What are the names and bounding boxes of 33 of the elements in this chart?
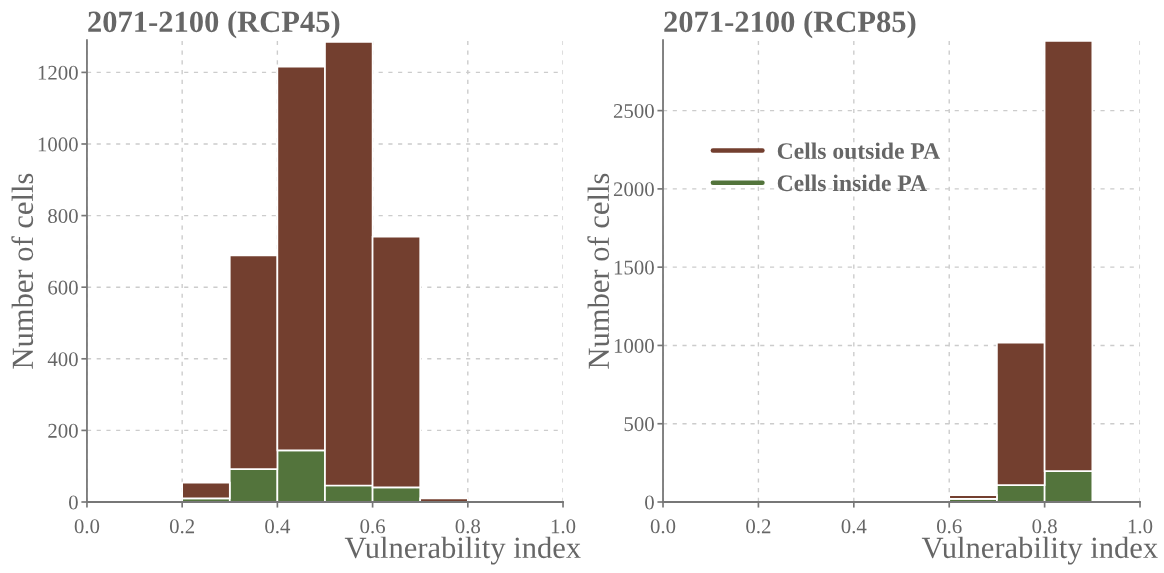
legend-label: Cells outside PA: [777, 142, 940, 160]
legend-label: Cells inside PA: [777, 174, 927, 192]
x-axis-title: Vulnerability index: [921, 536, 1158, 565]
y-tick-label: 1000: [38, 137, 78, 152]
x-axis-title: Vulnerability index: [344, 536, 581, 565]
y-tick-label: 2500: [613, 103, 654, 119]
x-tick-label: 0.2: [746, 519, 771, 534]
y-tick-label: 200: [48, 423, 78, 438]
y-tick-label: 1500: [614, 260, 654, 275]
y-tick-label: 600: [48, 280, 78, 295]
y-tick-label: 1000: [614, 338, 654, 353]
y-tick-label: 400: [47, 352, 78, 367]
x-tick-label: 0.6: [360, 519, 385, 534]
x-tick-label: 0.4: [265, 519, 291, 534]
x-tick-label: 0.0: [650, 519, 676, 534]
x-tick-label: 0.8: [1032, 519, 1057, 534]
chart-title: 2071-2100 (RCP45): [88, 10, 340, 39]
y-axis-title: Number of cells: [587, 173, 610, 369]
y-tick-label: 0: [69, 495, 78, 510]
y-tick-label: 1200: [38, 65, 78, 80]
x-tick-label: 1.0: [551, 519, 576, 534]
x-tick-label: 0.2: [169, 519, 195, 534]
x-tick-label: 0.0: [74, 519, 100, 534]
y-tick-label: 0: [645, 495, 654, 510]
y-axis-title: Number of cells: [11, 173, 34, 369]
x-tick-label: 0.8: [455, 519, 481, 534]
x-tick-label: 1.0: [1128, 519, 1153, 534]
y-tick-label: 500: [624, 417, 654, 432]
x-tick-label: 0.4: [841, 519, 867, 534]
y-tick-label: 2000: [613, 182, 654, 197]
chart-title: 2071-2100 (RCP85): [664, 10, 916, 39]
y-tick-label: 800: [48, 208, 78, 224]
x-tick-label: 0.6: [936, 519, 962, 534]
